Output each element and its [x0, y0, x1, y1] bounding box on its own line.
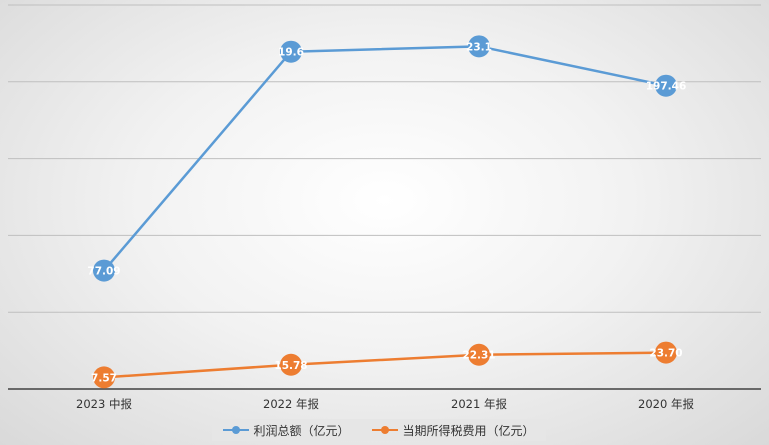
- data-point: [93, 259, 115, 282]
- data-label: 19.6: [278, 47, 304, 59]
- legend-item-tax: 当期所得税费用（亿元）: [372, 422, 535, 439]
- x-tick-label: 2020 年报: [638, 397, 694, 411]
- data-label: 15.78: [274, 360, 307, 372]
- data-label: 77.09: [87, 266, 120, 278]
- data-label: 23.1: [466, 41, 492, 53]
- x-tick-label: 2021 年报: [451, 397, 507, 411]
- data-label: 23.70: [649, 348, 682, 360]
- chart-legend: 利润总额（亿元） 当期所得税费用（亿元）: [212, 419, 546, 441]
- x-tick-label: 2023 中报: [76, 397, 132, 411]
- data-point: [468, 35, 490, 58]
- data-point: [468, 343, 490, 366]
- legend-item-profit: 利润总额（亿元）: [223, 422, 350, 439]
- data-label: 7.57: [91, 372, 117, 384]
- data-point: [655, 74, 677, 97]
- series-line-0: [103, 45, 667, 272]
- data-point: [93, 366, 115, 389]
- data-point: [280, 40, 302, 63]
- series-line-1: [103, 351, 667, 379]
- data-point: [655, 341, 677, 364]
- data-point: [280, 353, 302, 376]
- data-label: 22.31: [462, 350, 495, 362]
- legend-swatch-profit: [223, 425, 250, 435]
- data-label: 197.46: [646, 81, 687, 93]
- legend-label-tax: 当期所得税费用（亿元）: [402, 423, 535, 438]
- legend-label-profit: 利润总额（亿元）: [253, 423, 350, 438]
- legend-swatch-tax: [372, 425, 399, 435]
- x-tick-label: 2022 年报: [263, 397, 319, 411]
